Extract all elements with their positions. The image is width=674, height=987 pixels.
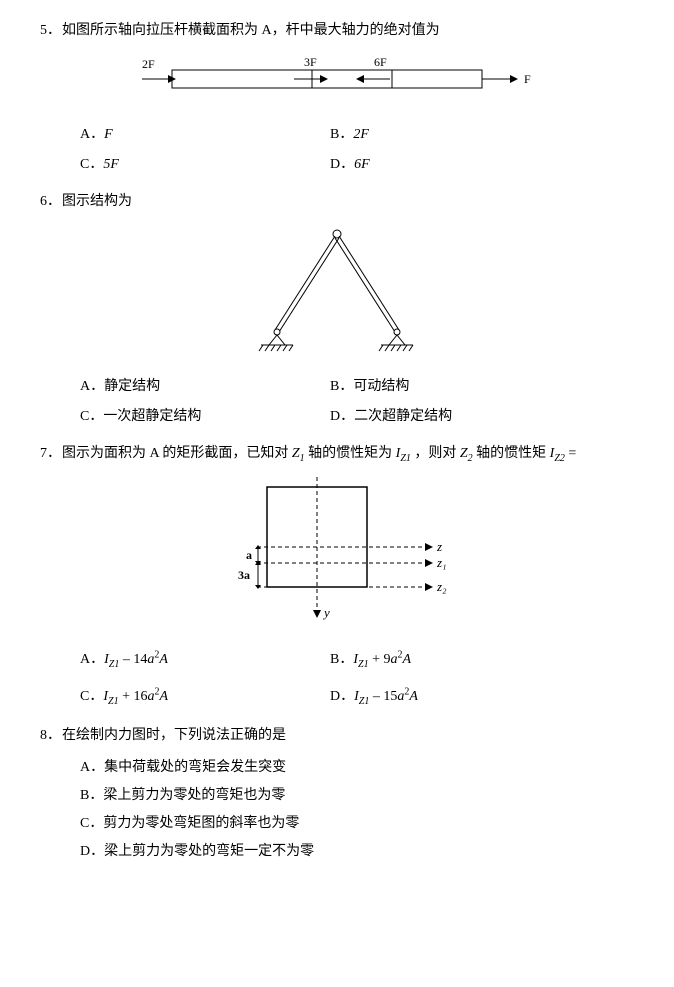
label-6f: 6F xyxy=(374,55,387,69)
question-5: 5．如图所示轴向拉压杆横截面积为 A，杆中最大轴力的绝对值为 2F 3F 6F … xyxy=(40,20,634,173)
left-bar-2 xyxy=(279,238,339,332)
q7-svg: y z z₁ z₂ a 3a xyxy=(222,477,452,627)
z1-label: z₁ xyxy=(436,555,447,570)
z-label: z xyxy=(436,539,442,554)
q8-optA: A．集中荷载处的弯矩会发生突变 xyxy=(80,756,634,776)
z-arrow xyxy=(425,543,433,551)
q7-num: 7． xyxy=(40,443,62,465)
left-pin xyxy=(274,329,280,335)
q5-optA: A．F xyxy=(80,123,330,143)
q7-optA: A．IZ1 – 14a2A xyxy=(80,648,330,670)
q6-figure xyxy=(40,224,634,359)
q7-optC: C．IZ1 + 16a2A xyxy=(80,685,330,707)
label-f: F xyxy=(524,72,531,86)
q6-optD: D．二次超静定结构 xyxy=(330,405,580,425)
q5-text: 5．如图所示轴向拉压杆横截面积为 A，杆中最大轴力的绝对值为 xyxy=(40,20,634,42)
z1-arrow xyxy=(425,559,433,567)
q5-optB: B．2F xyxy=(330,123,580,143)
left-support xyxy=(269,335,285,345)
q8-optC: C．剪力为零处弯矩图的斜率也为零 xyxy=(80,812,634,832)
q7-optD: D．IZ1 – 15a2A xyxy=(330,685,580,707)
z2-arrow xyxy=(425,583,433,591)
q7-optB: B．IZ1 + 9a2A xyxy=(330,648,580,670)
label-3f: 3F xyxy=(304,55,317,69)
arrow-6f-head xyxy=(356,75,364,83)
question-6: 6．图示结构为 A．静定结构 B．可动结构 xyxy=(40,191,634,424)
left-bar-1 xyxy=(275,236,335,330)
arrow-3f-head xyxy=(320,75,328,83)
label-2f: 2F xyxy=(142,57,155,71)
q8-optD: D．梁上剪力为零处的弯矩一定不为零 xyxy=(80,840,634,860)
q5-options: A．F B．2F C．5F D．6F xyxy=(80,123,634,173)
right-support xyxy=(389,335,405,345)
q7-figure: y z z₁ z₂ a 3a xyxy=(40,477,634,632)
right-pin xyxy=(394,329,400,335)
q5-optC: C．5F xyxy=(80,153,330,173)
q5-optD: D．6F xyxy=(330,153,580,173)
q7-text: 7．图示为面积为 A 的矩形截面，已知对 Z1 轴的惯性矩为 IZ1 ，则对 Z… xyxy=(40,443,634,467)
q6-stem: 图示结构为 xyxy=(62,194,132,209)
right-bar-1 xyxy=(339,236,399,330)
q7-options: A．IZ1 – 14a2A B．IZ1 + 9a2A C．IZ1 + 16a2A… xyxy=(80,648,634,708)
q6-optB: B．可动结构 xyxy=(330,375,580,395)
q8-stem: 在绘制内力图时，下列说法正确的是 xyxy=(62,728,286,743)
q6-options: A．静定结构 B．可动结构 C．一次超静定结构 D．二次超静定结构 xyxy=(80,375,634,425)
question-8: 8．在绘制内力图时，下列说法正确的是 A．集中荷载处的弯矩会发生突变 B．梁上剪… xyxy=(40,725,634,859)
q5-stem: 如图所示轴向拉压杆横截面积为 A，杆中最大轴力的绝对值为 xyxy=(62,23,440,38)
q6-svg xyxy=(247,224,427,354)
right-bar-2 xyxy=(335,238,395,332)
q6-text: 6．图示结构为 xyxy=(40,191,634,213)
a-label: a xyxy=(246,548,252,562)
arrow-f-head xyxy=(510,75,518,83)
q8-options: A．集中荷载处的弯矩会发生突变 B．梁上剪力为零处的弯矩也为零 C．剪力为零处弯… xyxy=(80,756,634,860)
y-label: y xyxy=(322,605,330,620)
q5-figure: 2F 3F 6F F xyxy=(40,52,634,107)
q6-num: 6． xyxy=(40,191,62,213)
q6-optA: A．静定结构 xyxy=(80,375,330,395)
q6-optC: C．一次超静定结构 xyxy=(80,405,330,425)
q5-svg: 2F 3F 6F F xyxy=(132,52,542,102)
3a-label: 3a xyxy=(238,568,250,582)
q8-num: 8． xyxy=(40,725,62,747)
z2-label: z₂ xyxy=(436,579,447,594)
q8-optB: B．梁上剪力为零处的弯矩也为零 xyxy=(80,784,634,804)
q5-num: 5． xyxy=(40,20,62,42)
question-7: 7．图示为面积为 A 的矩形截面，已知对 Z1 轴的惯性矩为 IZ1 ，则对 Z… xyxy=(40,443,634,707)
q8-text: 8．在绘制内力图时，下列说法正确的是 xyxy=(40,725,634,747)
y-arrow xyxy=(313,610,321,618)
